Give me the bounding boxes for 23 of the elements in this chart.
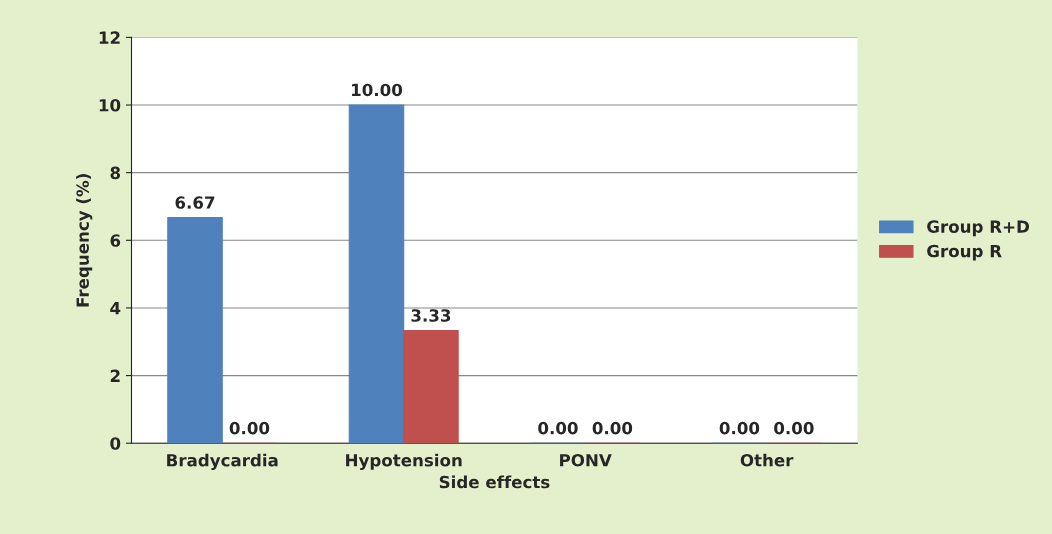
y-tick-label: 4	[110, 302, 121, 315]
data-label: 3.33	[411, 309, 451, 322]
y-axis-title: Frequency (%)	[76, 174, 93, 307]
y-tick-label: 8	[110, 166, 121, 180]
y-tick-label: 12	[99, 31, 120, 44]
x-tick-label: PONV	[560, 453, 612, 467]
legend-label: Group R+D	[927, 220, 1030, 237]
y-tick-label: 2	[110, 369, 120, 382]
data-label: 0.00	[774, 421, 814, 435]
y-tick-label: 6	[110, 234, 121, 247]
x-tick-label: Other	[740, 453, 794, 467]
y-tick-label: 0	[110, 437, 121, 450]
x-tick-label: Hypotension	[346, 453, 462, 470]
data-label: 0.00	[229, 421, 270, 435]
data-label: 0.00	[719, 421, 760, 435]
data-label: 6.67	[175, 196, 215, 209]
data-label: 10.00	[352, 83, 403, 97]
y-tick-label: 10	[99, 98, 121, 112]
legend-label: Group R	[927, 244, 1002, 261]
x-tick-label: Bradycardia	[167, 453, 278, 470]
x-axis-title: Side effects	[439, 475, 550, 489]
data-label: 0.00	[538, 421, 578, 435]
data-label: 0.00	[592, 421, 633, 435]
